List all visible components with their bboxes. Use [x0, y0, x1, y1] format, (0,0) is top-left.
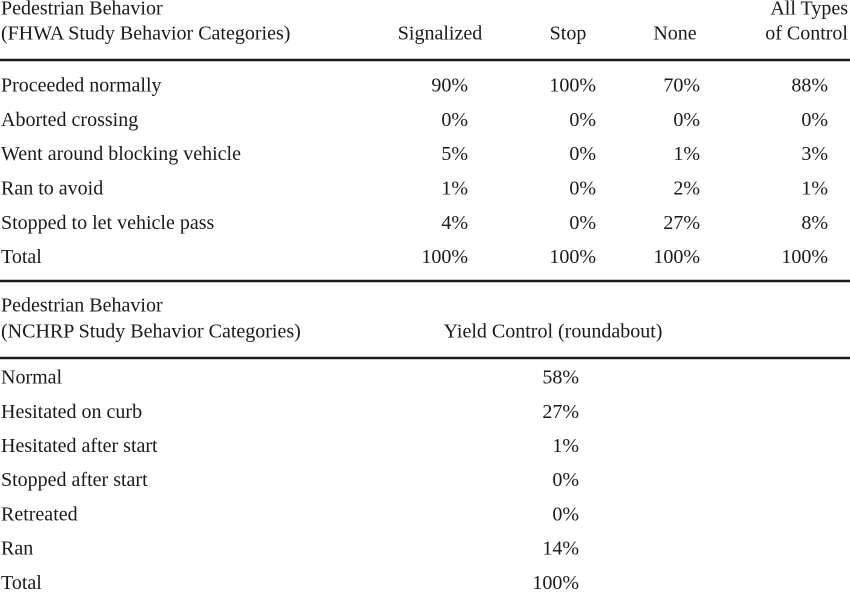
cell: 0% [552, 503, 579, 525]
cell: 100% [421, 246, 468, 268]
row-label: Ran [1, 538, 33, 560]
cell: 0% [552, 469, 579, 491]
cell: 0% [569, 177, 596, 199]
cell: 1% [552, 435, 579, 457]
cell: 0% [441, 109, 468, 131]
cell: 0% [673, 109, 700, 131]
column-header: Signalized [398, 23, 482, 45]
row-label: Hesitated on curb [1, 401, 142, 423]
column-header: All Types [770, 0, 848, 20]
cell: 8% [801, 212, 828, 234]
cell: 100% [549, 75, 596, 97]
stub-header: (FHWA Study Behavior Categories) [1, 23, 290, 45]
cell: 0% [569, 143, 596, 165]
cell: 3% [801, 143, 828, 165]
stub-header: Pedestrian Behavior [1, 295, 163, 317]
row-label: Aborted crossing [1, 109, 138, 131]
cell: 70% [663, 75, 700, 97]
cell: 100% [653, 246, 700, 268]
cell: 5% [441, 143, 468, 165]
column-header: Stop [550, 23, 587, 45]
cell: 14% [542, 538, 579, 560]
cell: 58% [542, 367, 579, 389]
cell: 90% [431, 75, 468, 97]
cell: 1% [801, 177, 828, 199]
stub-header: Pedestrian Behavior [1, 0, 163, 20]
column-header: of Control [765, 23, 848, 45]
cell: 0% [801, 109, 828, 131]
row-label: Went around blocking vehicle [1, 143, 241, 165]
cell: 27% [663, 212, 700, 234]
cell: 0% [569, 109, 596, 131]
row-label: Total [1, 572, 42, 594]
cell: 2% [673, 177, 700, 199]
cell: 100% [549, 246, 596, 268]
stub-header: (NCHRP Study Behavior Categories) [1, 321, 301, 343]
cell: 100% [781, 246, 828, 268]
cell: 100% [532, 572, 579, 594]
cell: 1% [673, 143, 700, 165]
column-header: Yield Control (roundabout) [444, 321, 663, 343]
row-label: Total [1, 246, 42, 268]
row-label: Normal [1, 367, 63, 389]
cell: 88% [791, 75, 828, 97]
column-header: None [653, 23, 696, 45]
row-label: Retreated [1, 503, 78, 525]
cell: 27% [542, 401, 579, 423]
cell: 1% [441, 177, 468, 199]
row-label: Ran to avoid [1, 177, 103, 199]
row-label: Hesitated after start [1, 435, 158, 457]
cell: 4% [441, 212, 468, 234]
row-label: Proceeded normally [1, 75, 162, 97]
row-label: Stopped after start [1, 469, 148, 491]
cell: 0% [569, 212, 596, 234]
row-label: Stopped to let vehicle pass [1, 212, 215, 234]
